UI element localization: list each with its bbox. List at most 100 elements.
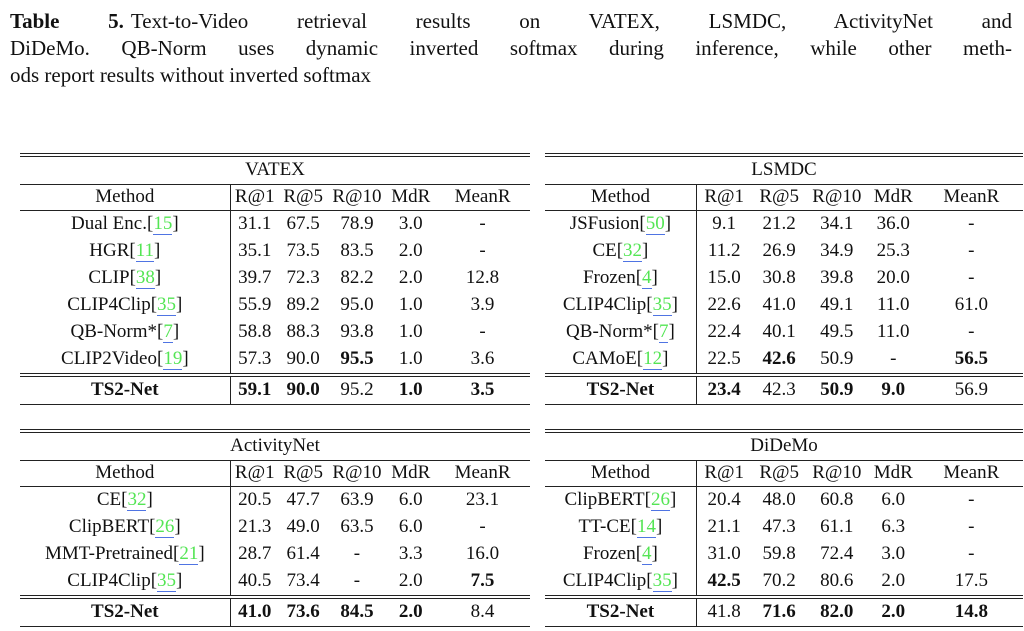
column-header-mdr: MdR (866, 460, 920, 487)
method-name: CLIP4Clip (562, 294, 647, 315)
column-header-method: Method (545, 460, 697, 487)
metric-value: 40.5 (238, 570, 272, 591)
column-header-mdr: MdR (386, 460, 436, 487)
citation-bracket-close: ] (146, 489, 153, 510)
citation-link[interactable]: 11 (135, 240, 155, 262)
method-cell: CE[32] (20, 486, 231, 514)
metric-value: 31.0 (707, 543, 741, 564)
column-header-r10: R@10 (806, 460, 867, 487)
citation-link[interactable]: 38 (135, 267, 155, 289)
dataset-title-row: VATEX (20, 153, 530, 185)
citation-link[interactable]: 19 (163, 348, 183, 370)
method-name: ClipBERT (68, 516, 150, 537)
citation-link[interactable]: 26 (650, 489, 670, 511)
metric-value: - (479, 213, 486, 234)
column-header-r1: R@1 (230, 460, 279, 487)
citation-bracket-open: [ (616, 240, 624, 261)
metric-value: 72.3 (286, 267, 320, 288)
result-row-ts2net: TS2-Net 41.8 71.6 82.0 2.0 14.8 (545, 595, 1023, 627)
method-cell: Frozen[4] (545, 265, 697, 292)
citation-bracket-open: [ (639, 213, 646, 234)
citation-bracket-open: [ (149, 516, 156, 537)
column-header-method: Method (20, 460, 231, 487)
metric-value: 1.0 (398, 294, 423, 315)
citation-bracket-open: [ (121, 489, 128, 510)
metric-value: - (479, 240, 486, 261)
citation-link[interactable]: 15 (153, 213, 173, 235)
citation-link[interactable]: 4 (642, 267, 652, 289)
citation-bracket-open: [ (636, 348, 644, 369)
caption-line-3: ods report results without inverted soft… (10, 63, 372, 87)
citation-link[interactable]: 35 (652, 294, 672, 316)
method-name: CE (96, 489, 122, 510)
result-row: Frozen[4] 31.0 59.8 72.4 3.0 - (545, 541, 1023, 568)
metric-value: 23.1 (465, 489, 500, 510)
metric-value: 89.2 (286, 294, 320, 315)
citation-link[interactable]: 32 (127, 489, 147, 511)
method-name: TS2-Net (91, 379, 159, 400)
citation-link[interactable]: 7 (658, 321, 669, 343)
metric-value: 7.5 (470, 570, 495, 591)
citation-bracket-close: ] (655, 516, 663, 537)
citation-link[interactable]: 26 (155, 516, 175, 538)
metric-value: 49.1 (820, 294, 854, 315)
metric-value: 61.1 (820, 516, 854, 537)
result-row: CE[32] 11.2 26.9 34.9 25.3 - (545, 238, 1023, 265)
metric-value: 8.4 (435, 595, 530, 627)
citation-bracket-close: ] (172, 321, 180, 342)
column-header-row: Method R@1 R@5 R@10 MdR MeanR (20, 460, 530, 487)
citation-link[interactable]: 14 (636, 516, 656, 538)
method-cell: MMT-Pretrained[21] (20, 541, 231, 568)
result-row: CE[32] 20.5 47.7 63.9 6.0 23.1 (20, 486, 530, 514)
method-cell: TT-CE[14] (545, 514, 697, 541)
metric-value: - (479, 516, 486, 537)
method-name: TS2-Net (91, 601, 159, 622)
metric-value: 14.8 (919, 595, 1023, 627)
metric-value: 60.8 (820, 489, 854, 510)
column-header-meanr: MeanR (919, 184, 1023, 211)
method-cell: CLIP4Clip[35] (20, 292, 231, 319)
metric-value: 42.3 (751, 373, 807, 405)
citation-link[interactable]: 35 (157, 570, 177, 592)
dataset-title-row: DiDeMo (545, 429, 1023, 461)
metric-value: 23.4 (696, 373, 752, 405)
metric-value: - (353, 570, 361, 591)
metric-value: 20.4 (707, 489, 741, 510)
citation-link[interactable]: 50 (645, 213, 665, 235)
caption-line-2: DiDeMo. QB-Norm uses dynamic inverted so… (10, 36, 1012, 60)
citation-bracket-close: ] (671, 294, 678, 315)
method-cell: CLIP4Clip[35] (545, 292, 697, 319)
metric-value: 50.9 (820, 348, 854, 369)
citation-link[interactable]: 7 (163, 321, 173, 343)
citation-link[interactable]: 35 (652, 570, 672, 592)
citation-bracket-open: [ (150, 570, 158, 591)
citation-link[interactable]: 32 (623, 240, 643, 262)
metric-value: 42.6 (762, 348, 796, 369)
dataset-title: DiDeMo (545, 429, 1023, 461)
metric-value: 3.9 (470, 294, 495, 315)
metric-value: 21.2 (762, 213, 796, 234)
method-name: Frozen (582, 543, 636, 564)
citation-link[interactable]: 4 (642, 543, 652, 565)
result-row: Frozen[4] 15.0 30.8 39.8 20.0 - (545, 265, 1023, 292)
citation-bracket-close: ] (651, 267, 658, 288)
metric-value: 3.5 (435, 373, 530, 405)
metric-value: 1.0 (398, 348, 423, 369)
metric-value: 80.6 (820, 570, 854, 591)
dataset-title: LSMDC (545, 153, 1023, 185)
metric-value: 21.1 (707, 516, 741, 537)
metric-value: 39.7 (238, 267, 272, 288)
method-cell: TS2-Net (545, 595, 697, 627)
citation-link[interactable]: 12 (643, 348, 663, 370)
citation-link[interactable]: 21 (179, 543, 199, 565)
metric-value: 56.9 (919, 373, 1023, 405)
metric-value: - (968, 267, 975, 288)
result-row: ClipBERT[26] 20.4 48.0 60.8 6.0 - (545, 486, 1023, 514)
result-row: QB-Norm*[7] 22.4 40.1 49.5 11.0 - (545, 319, 1023, 346)
metric-value: 49.0 (286, 516, 320, 537)
metric-value: 17.5 (954, 570, 988, 591)
metric-value: 20.0 (876, 267, 910, 288)
metric-value: 22.4 (707, 321, 741, 342)
citation-link[interactable]: 35 (157, 294, 177, 316)
citation-bracket-close: ] (172, 213, 179, 234)
